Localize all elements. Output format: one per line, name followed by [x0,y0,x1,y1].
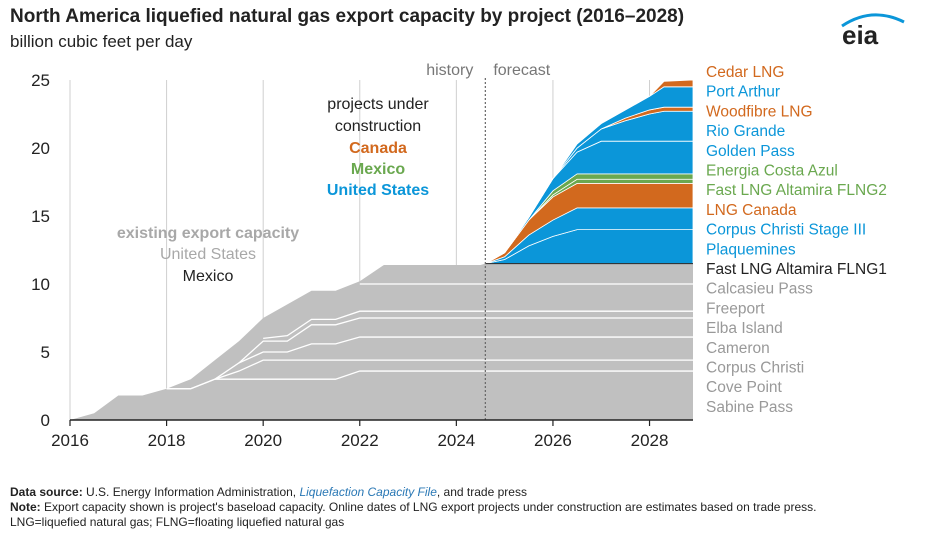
source-text-1: U.S. Energy Information Administration, [82,485,300,499]
chart-subtitle: billion cubic feet per day [10,32,193,51]
x-tick-label: 2026 [534,431,572,450]
history-label: history [426,62,473,79]
logo-text: eia [842,20,879,48]
x-tick-label: 2020 [244,431,282,450]
source-label: Data source: [10,485,83,499]
series-area-cedar-lng [485,79,694,264]
annotation-mexico: Mexico [351,161,405,178]
legend-label-fast-lng-altamira-flng2: Fast LNG Altamira FLNG2 [706,182,887,199]
legend-label-energia-costa-azul: Energia Costa Azul [706,163,838,180]
x-tick-label: 2028 [631,431,669,450]
legend-label-cameron: Cameron [706,340,770,357]
existing-capacity-area [70,263,693,420]
y-tick-label: 25 [31,71,50,90]
existing-project-divider [238,317,693,364]
legend-label-freeport: Freeport [706,300,765,317]
existing-project-divider [263,310,693,340]
legend-label-cedar-lng: Cedar LNG [706,64,784,81]
annotation-existing-us: United States [160,246,256,263]
x-tick-label: 2024 [437,431,475,450]
legend-label-lng-canada: LNG Canada [706,202,797,219]
y-tick-label: 15 [31,207,50,226]
y-tick-label: 0 [41,411,50,430]
chart-notes: Data source: U.S. Energy Information Adm… [10,485,940,530]
legend-label-rio-grande: Rio Grande [706,123,785,140]
legend-label-plaquemines: Plaquemines [706,241,796,258]
annotation-existing-title: existing export capacity [117,225,299,242]
legend-label-elba-island: Elba Island [706,320,783,337]
x-tick-label: 2016 [51,431,89,450]
note-text: Export capacity shown is project's basel… [40,500,817,514]
forecast-label: forecast [493,62,550,79]
eia-logo: eia [841,13,905,48]
existing-project-divider [214,336,693,380]
chart-title: North America liquefied natural gas expo… [10,6,685,27]
x-tick-label: 2022 [341,431,379,450]
legend-label-woodfibre-lng: Woodfibre LNG [706,103,813,120]
annotation-canada: Canada [349,140,407,157]
y-tick-label: 10 [31,275,50,294]
legend-label-calcasieu-pass: Calcasieu Pass [706,281,813,298]
legend-label-sabine-pass: Sabine Pass [706,399,793,416]
annotation-under-construction-1: projects under [327,96,429,113]
source-text-2: , and trade press [436,485,527,499]
legend-label-golden-pass: Golden Pass [706,143,795,160]
existing-project-divider [166,359,693,390]
legend-label-fast-lng-altamira-flng1: Fast LNG Altamira FLNG1 [706,261,887,278]
y-tick-label: 5 [41,343,50,362]
note-line: Note: Export capacity shown is project's… [10,500,940,515]
legend-label-port-arthur: Port Arthur [706,84,780,101]
annotation-existing-mexico: Mexico [183,268,234,285]
data-source-line: Data source: U.S. Energy Information Adm… [10,485,940,500]
annotation-under-construction-2: construction [335,118,421,135]
source-link[interactable]: Liquefaction Capacity File [299,485,437,499]
y-tick-label: 20 [31,139,50,158]
abbrev-line: LNG=liquefied natural gas; FLNG=floating… [10,515,345,529]
x-tick-label: 2018 [148,431,186,450]
lng-capacity-chart: history forecast 2016 2018 2020 2022 2024 2026 2… [31,62,887,450]
legend-label-corpus-christi-stage-iii: Corpus Christi Stage III [706,222,866,239]
note-label: Note: [10,500,41,514]
annotation-united-states: United States [327,182,429,199]
legend-label-corpus-christi: Corpus Christi [706,360,804,377]
legend-label-cove-point: Cove Point [706,379,783,396]
